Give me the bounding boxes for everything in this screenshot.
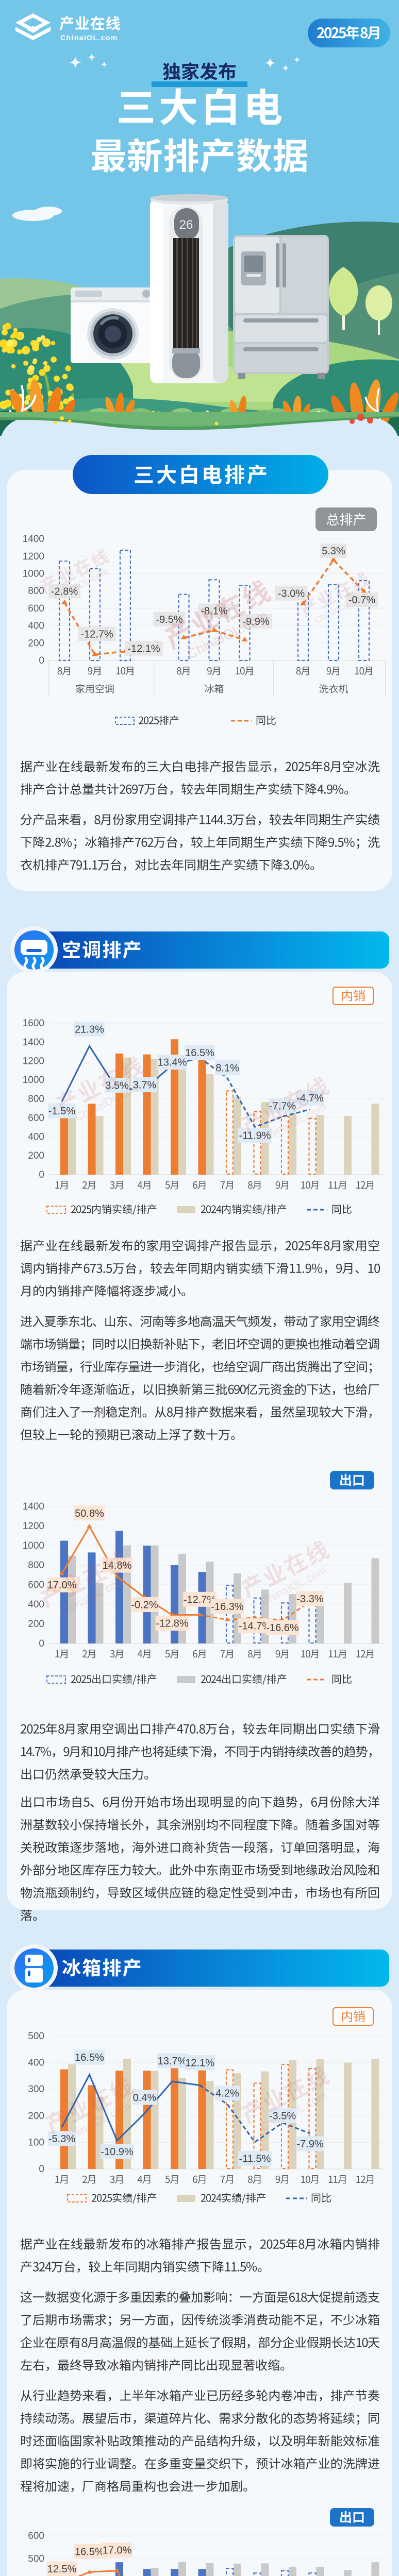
svg-text:1400: 1400	[23, 534, 44, 545]
svg-text:0: 0	[39, 1170, 44, 1180]
svg-text:0: 0	[39, 1638, 44, 1649]
svg-text:-2.8%: -2.8%	[51, 586, 78, 598]
svg-text:200: 200	[28, 1619, 44, 1630]
svg-text:400: 400	[28, 1132, 44, 1143]
svg-text:1000: 1000	[23, 1540, 44, 1551]
svg-text:13.4%: 13.4%	[158, 1057, 187, 1069]
svg-text:3.7%: 3.7%	[133, 1080, 157, 1091]
svg-text:12.1%: 12.1%	[185, 2058, 214, 2069]
svg-text:100: 100	[28, 2137, 44, 2148]
svg-text:-16.6%: -16.6%	[266, 1622, 299, 1634]
svg-text:-12.7%: -12.7%	[184, 1594, 217, 1605]
svg-text:-7.9%: -7.9%	[296, 2139, 323, 2150]
svg-text:200: 200	[28, 2111, 44, 2122]
svg-text:600: 600	[28, 1580, 44, 1590]
svg-text:600: 600	[28, 2531, 44, 2541]
svg-text:-16.3%: -16.3%	[211, 1601, 244, 1613]
svg-text:1200: 1200	[23, 1056, 44, 1067]
svg-text:17.0%: 17.0%	[103, 2545, 132, 2556]
svg-text:0.4%: 0.4%	[133, 2092, 157, 2104]
svg-text:400: 400	[28, 621, 44, 632]
svg-text:-12.7%: -12.7%	[80, 629, 113, 640]
svg-text:-14.7%: -14.7%	[239, 1621, 272, 1632]
svg-text:-9.9%: -9.9%	[242, 616, 269, 628]
svg-text:1400: 1400	[23, 1037, 44, 1048]
svg-text:-3.0%: -3.0%	[278, 588, 305, 600]
svg-text:16.5%: 16.5%	[185, 1047, 214, 1059]
svg-text:400: 400	[28, 2058, 44, 2069]
svg-text:-11.9%: -11.9%	[239, 1130, 271, 1141]
svg-text:21.3%: 21.3%	[75, 1024, 104, 1035]
svg-text:12.5%: 12.5%	[47, 2564, 77, 2575]
svg-text:800: 800	[28, 1094, 44, 1105]
svg-text:1400: 1400	[23, 1501, 44, 1512]
svg-text:600: 600	[28, 603, 44, 614]
svg-text:-12.1%: -12.1%	[127, 643, 160, 654]
svg-text:500: 500	[28, 2031, 44, 2042]
svg-text:8.1%: 8.1%	[215, 1063, 239, 1074]
svg-text:1200: 1200	[23, 551, 44, 562]
svg-text:4.2%: 4.2%	[215, 2088, 239, 2099]
svg-text:0: 0	[39, 2164, 44, 2175]
svg-text:-0.2%: -0.2%	[131, 1600, 158, 1611]
svg-text:1200: 1200	[23, 1521, 44, 1532]
svg-text:16.5%: 16.5%	[75, 2546, 104, 2557]
svg-text:200: 200	[28, 638, 44, 649]
svg-text:-3.5%: -3.5%	[269, 2110, 296, 2122]
svg-text:13.7%: 13.7%	[158, 2056, 187, 2067]
svg-text:16.5%: 16.5%	[75, 2052, 104, 2063]
svg-text:-11.5%: -11.5%	[239, 2154, 271, 2165]
svg-text:1000: 1000	[23, 1075, 44, 1086]
svg-text:600: 600	[28, 1113, 44, 1124]
svg-text:-0.7%: -0.7%	[348, 595, 375, 606]
svg-text:-3.3%: -3.3%	[296, 1594, 323, 1605]
svg-text:26: 26	[179, 218, 193, 232]
svg-text:-5.3%: -5.3%	[48, 2133, 75, 2145]
svg-text:50.8%: 50.8%	[75, 1508, 104, 1519]
svg-text:1000: 1000	[23, 569, 44, 580]
svg-text:800: 800	[28, 1560, 44, 1571]
svg-text:-9.5%: -9.5%	[156, 614, 182, 625]
svg-text:5.3%: 5.3%	[322, 546, 345, 557]
svg-text:500: 500	[28, 2554, 44, 2565]
svg-text:-10.9%: -10.9%	[101, 2146, 134, 2158]
svg-text:0: 0	[39, 655, 44, 666]
svg-text:200: 200	[28, 1150, 44, 1161]
svg-text:800: 800	[28, 586, 44, 597]
svg-text:1600: 1600	[23, 1018, 44, 1029]
svg-text:400: 400	[28, 1599, 44, 1610]
svg-text:300: 300	[28, 2084, 44, 2095]
svg-text:-12.8%: -12.8%	[156, 1618, 189, 1630]
